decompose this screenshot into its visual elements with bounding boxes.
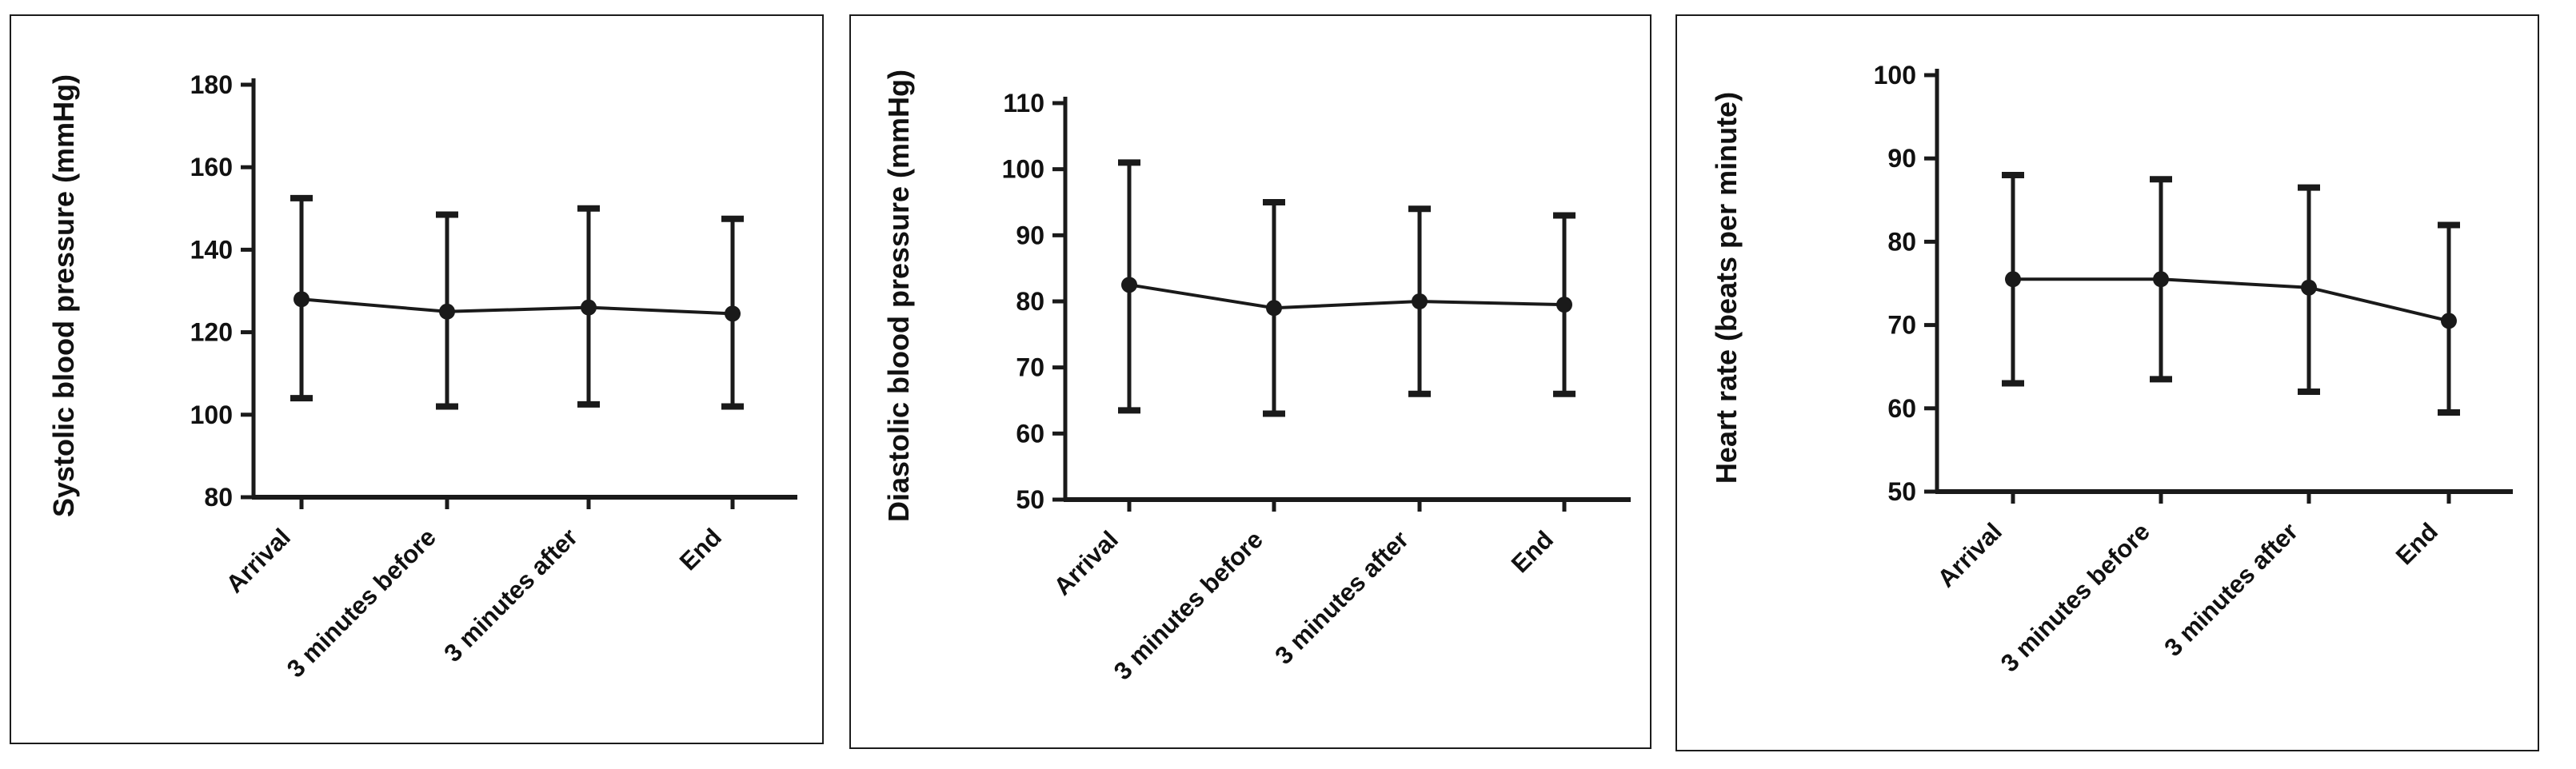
y-axis-tick-label: 90 — [1887, 144, 1916, 173]
x-axis-tick-label: 3 minutes before — [1108, 525, 1268, 685]
y-axis-tick-label: 70 — [1887, 311, 1916, 340]
x-axis-tick-label: 3 minutes after — [438, 523, 583, 667]
x-axis-tick-label: 3 minutes before — [282, 523, 441, 683]
y-axis-tick-label: 100 — [1874, 61, 1916, 90]
y-axis-tick-label: 100 — [190, 400, 233, 429]
x-axis-tick-label: 3 minutes after — [2159, 517, 2303, 662]
series-line — [2013, 277, 2450, 323]
y-axis-tick-label: 60 — [1016, 419, 1044, 448]
data-point-marker — [725, 305, 741, 322]
data-point-marker — [2301, 279, 2317, 296]
x-axis-tick-label: End — [674, 523, 727, 576]
data-point-marker — [2005, 271, 2021, 288]
data-point-marker — [2153, 271, 2169, 288]
y-axis-title: Diastolic blood pressure (mmHg) — [882, 70, 915, 522]
y-axis-tick-label: 100 — [1002, 155, 1044, 184]
y-axis-tick-label: 90 — [1016, 221, 1044, 249]
error-bars — [1118, 159, 1576, 417]
error-bars — [290, 194, 744, 410]
y-axis-tick-label: 50 — [1887, 477, 1916, 506]
data-point-marker — [1556, 297, 1572, 313]
chart-panel-diastolic-blood-pressure: 50 60 70 80 90 100 110 Arrival 3 minutes before 3… — [849, 14, 1651, 749]
x-axis-tick-label: End — [2390, 517, 2443, 570]
y-axis-tick-label: 60 — [1887, 394, 1916, 423]
x-axis-tick-label: Arrival — [1932, 517, 2007, 592]
data-point-marker — [2441, 313, 2457, 329]
y-axis-title: Heart rate (beats per minute) — [1710, 92, 1743, 484]
data-point-marker — [1121, 277, 1137, 293]
y-axis-tick-label: 180 — [190, 70, 233, 99]
x-axis-tick-label: 3 minutes after — [1269, 525, 1414, 670]
chart-panel-heart-rate: 50 60 70 80 90 100 Arrival 3 minutes before 3 mi… — [1675, 14, 2539, 751]
data-point-marker — [439, 303, 455, 320]
y-axis-tick-label: 110 — [1003, 89, 1044, 118]
series-line — [301, 297, 733, 316]
y-axis-tick-label: 80 — [204, 483, 233, 512]
data-point-marker — [581, 299, 597, 316]
x-axis-tick-label: 3 minutes before — [1995, 517, 2155, 677]
series-line — [1128, 283, 1565, 310]
chart-panel-systolic-blood-pressure: 80 100 120 140 160 180 Arrival 3 minutes before… — [10, 14, 824, 744]
y-axis-tick-label: 140 — [190, 235, 233, 264]
y-axis-tick-label: 120 — [190, 318, 233, 347]
data-point-marker — [294, 291, 310, 308]
error-bars — [2002, 172, 2460, 416]
y-axis-tick-label: 160 — [190, 153, 233, 181]
y-axis-tick-label: 80 — [1016, 287, 1044, 316]
x-axis-tick-label: End — [1506, 525, 1559, 578]
y-axis-tick-label: 70 — [1016, 353, 1044, 382]
x-axis-tick-label: Arrival — [1048, 525, 1124, 600]
y-axis-title: Systolic blood pressure (mmHg) — [47, 74, 80, 517]
y-axis-tick-label: 50 — [1016, 485, 1044, 514]
data-point-marker — [1266, 300, 1282, 317]
data-point-marker — [1412, 293, 1428, 309]
y-axis-tick-label: 80 — [1887, 227, 1916, 256]
x-axis-tick-label: Arrival — [221, 523, 296, 598]
